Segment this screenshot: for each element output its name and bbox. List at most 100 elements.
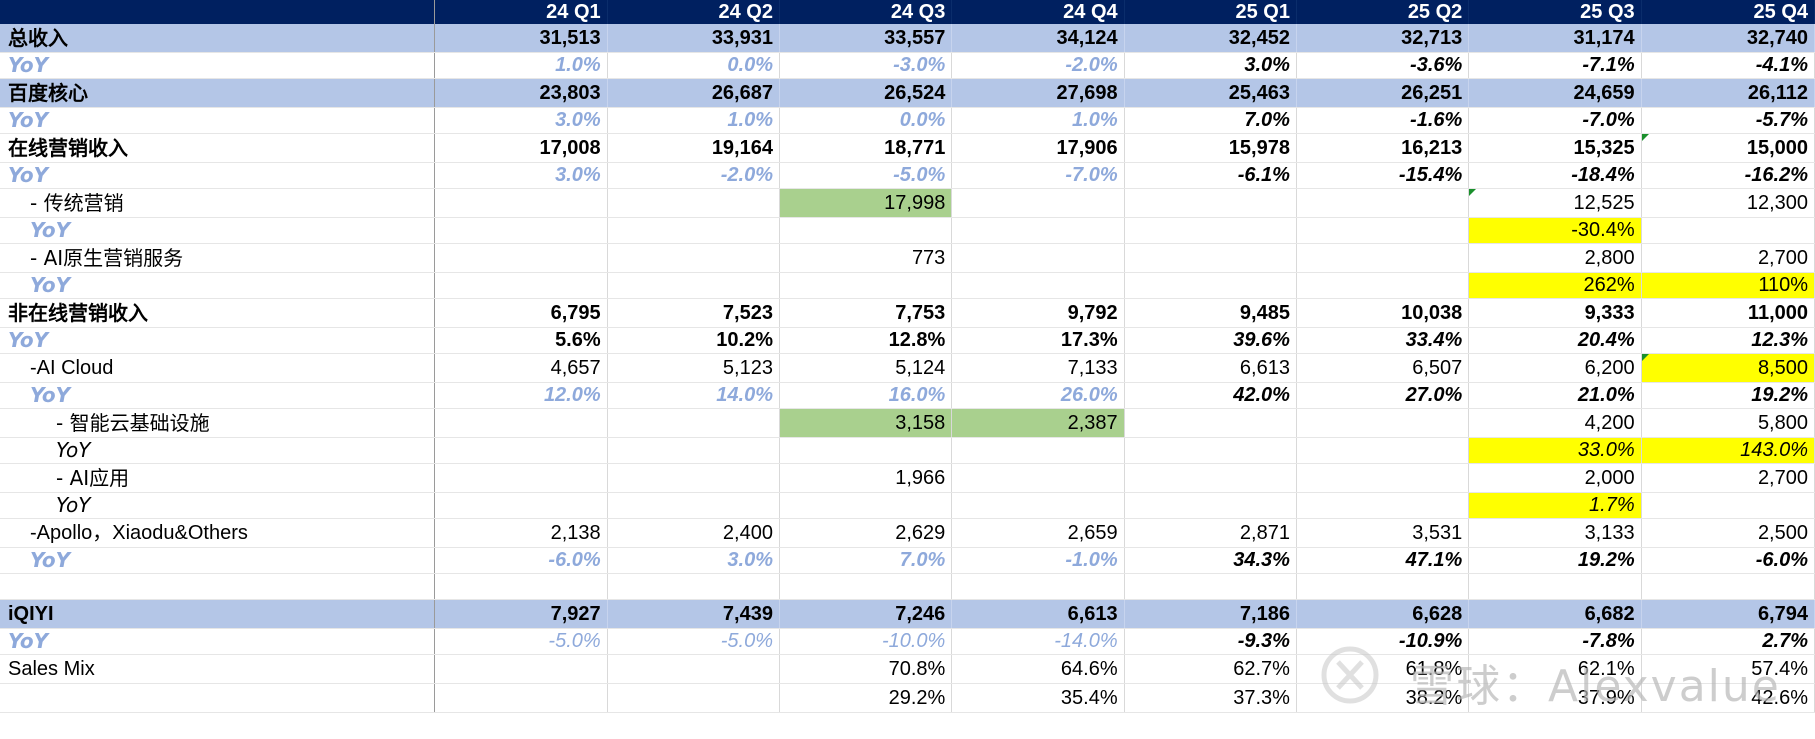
table-cell[interactable]: 7,133 — [951, 353, 1125, 383]
table-cell[interactable]: 773 — [779, 243, 953, 273]
table-cell[interactable]: 3,158 — [779, 408, 953, 438]
table-cell[interactable]: -3.0% — [779, 52, 953, 79]
table-cell[interactable]: 5,123 — [607, 353, 780, 383]
table-cell[interactable] — [607, 683, 780, 713]
table-cell[interactable]: 7,246 — [779, 599, 953, 629]
table-cell[interactable]: 29.2% — [779, 683, 953, 713]
row-label[interactable]: -Apollo，Xiaodu&Others — [0, 518, 436, 548]
table-cell[interactable] — [951, 217, 1125, 244]
table-cell[interactable]: 17,906 — [951, 133, 1125, 163]
table-cell[interactable] — [1296, 217, 1470, 244]
table-cell[interactable]: 31,174 — [1468, 24, 1642, 53]
table-cell[interactable]: -6.0% — [1641, 547, 1815, 574]
table-cell[interactable]: 2,400 — [607, 518, 780, 548]
table-cell[interactable]: 18,771 — [779, 133, 953, 163]
row-label[interactable]: YoY — [0, 547, 436, 574]
table-cell[interactable] — [434, 463, 608, 493]
table-cell[interactable]: 20.4% — [1468, 327, 1642, 354]
table-cell[interactable]: 26,251 — [1296, 78, 1470, 108]
table-cell[interactable]: 34.3% — [1124, 547, 1297, 574]
table-cell[interactable]: 32,452 — [1124, 24, 1297, 53]
table-cell[interactable]: -2.0% — [951, 52, 1125, 79]
row-label[interactable]: - AI原生营销服务 — [0, 243, 436, 273]
table-cell[interactable]: 17,008 — [434, 133, 608, 163]
table-cell[interactable]: 12.0% — [434, 382, 608, 409]
table-cell[interactable]: -9.3% — [1124, 628, 1297, 655]
table-cell[interactable]: 19.2% — [1468, 547, 1642, 574]
table-cell[interactable]: 2,700 — [1641, 243, 1815, 273]
table-cell[interactable]: 26,524 — [779, 78, 953, 108]
table-cell[interactable]: 10.2% — [607, 327, 780, 354]
table-cell[interactable] — [434, 188, 608, 218]
header-cell-25q1[interactable]: 25 Q1 — [1124, 0, 1297, 24]
table-cell[interactable] — [1641, 492, 1815, 519]
table-cell[interactable]: 12,525 — [1468, 188, 1642, 218]
table-cell[interactable]: 31,513 — [434, 24, 608, 53]
table-cell[interactable]: 33,557 — [779, 24, 953, 53]
row-label[interactable]: 在线营销收入 — [0, 133, 436, 163]
row-label[interactable]: iQIYI — [0, 599, 436, 629]
table-cell[interactable]: 33.4% — [1296, 327, 1470, 354]
row-label[interactable]: - AI应用 — [0, 463, 436, 493]
table-cell[interactable]: 27.0% — [1296, 382, 1470, 409]
table-cell[interactable]: -3.6% — [1296, 52, 1470, 79]
row-label[interactable] — [0, 573, 436, 600]
table-cell[interactable] — [434, 654, 608, 684]
table-cell[interactable]: 9,333 — [1468, 298, 1642, 328]
table-cell[interactable] — [951, 463, 1125, 493]
table-cell[interactable]: 62.1% — [1468, 654, 1642, 684]
table-cell[interactable]: 38.2% — [1296, 683, 1470, 713]
table-cell[interactable] — [1641, 573, 1815, 600]
table-cell[interactable]: 2,659 — [951, 518, 1125, 548]
table-cell[interactable]: 15,978 — [1124, 133, 1297, 163]
table-cell[interactable]: 110% — [1641, 272, 1815, 299]
table-cell[interactable]: -16.2% — [1641, 162, 1815, 189]
table-cell[interactable] — [1296, 437, 1470, 464]
row-label[interactable]: YoY — [0, 52, 436, 79]
table-cell[interactable]: -6.0% — [434, 547, 608, 574]
table-cell[interactable]: 7,186 — [1124, 599, 1297, 629]
table-cell[interactable]: 61.8% — [1296, 654, 1470, 684]
table-cell[interactable]: -6.1% — [1124, 162, 1297, 189]
row-label[interactable]: YoY — [0, 272, 436, 299]
table-cell[interactable]: 26,687 — [607, 78, 780, 108]
table-cell[interactable] — [607, 217, 780, 244]
table-cell[interactable]: -7.8% — [1468, 628, 1642, 655]
table-cell[interactable]: 7.0% — [779, 547, 953, 574]
table-cell[interactable] — [1296, 408, 1470, 438]
table-cell[interactable] — [434, 437, 608, 464]
table-cell[interactable]: 26.0% — [951, 382, 1125, 409]
table-cell[interactable]: -5.0% — [434, 628, 608, 655]
table-cell[interactable]: 39.6% — [1124, 327, 1297, 354]
row-label[interactable]: YoY — [0, 628, 436, 655]
table-cell[interactable]: 57.4% — [1641, 654, 1815, 684]
row-label[interactable]: YoY — [0, 162, 436, 189]
row-label[interactable]: 百度核心 — [0, 78, 436, 108]
table-cell[interactable]: 23,803 — [434, 78, 608, 108]
table-cell[interactable]: 4,200 — [1468, 408, 1642, 438]
table-cell[interactable] — [951, 272, 1125, 299]
table-cell[interactable] — [434, 573, 608, 600]
table-cell[interactable] — [1124, 272, 1297, 299]
header-cell-24q3[interactable]: 24 Q3 — [779, 0, 953, 24]
table-cell[interactable]: 11,000 — [1641, 298, 1815, 328]
table-cell[interactable]: 3,133 — [1468, 518, 1642, 548]
table-cell[interactable]: 7,439 — [607, 599, 780, 629]
table-cell[interactable]: 3.0% — [434, 162, 608, 189]
table-cell[interactable]: 2,138 — [434, 518, 608, 548]
row-label[interactable]: 非在线营销收入 — [0, 298, 436, 328]
table-cell[interactable]: -1.6% — [1296, 107, 1470, 134]
table-cell[interactable] — [1124, 463, 1297, 493]
table-cell[interactable] — [1124, 243, 1297, 273]
table-cell[interactable]: 6,507 — [1296, 353, 1470, 383]
table-cell[interactable]: 1.0% — [951, 107, 1125, 134]
table-cell[interactable]: 6,613 — [1124, 353, 1297, 383]
table-cell[interactable] — [607, 654, 780, 684]
table-cell[interactable]: 19,164 — [607, 133, 780, 163]
row-label[interactable]: Sales Mix — [0, 654, 436, 684]
table-cell[interactable] — [607, 492, 780, 519]
table-cell[interactable]: -10.0% — [779, 628, 953, 655]
table-cell[interactable] — [1124, 437, 1297, 464]
table-cell[interactable] — [1124, 217, 1297, 244]
table-cell[interactable]: 16.0% — [779, 382, 953, 409]
